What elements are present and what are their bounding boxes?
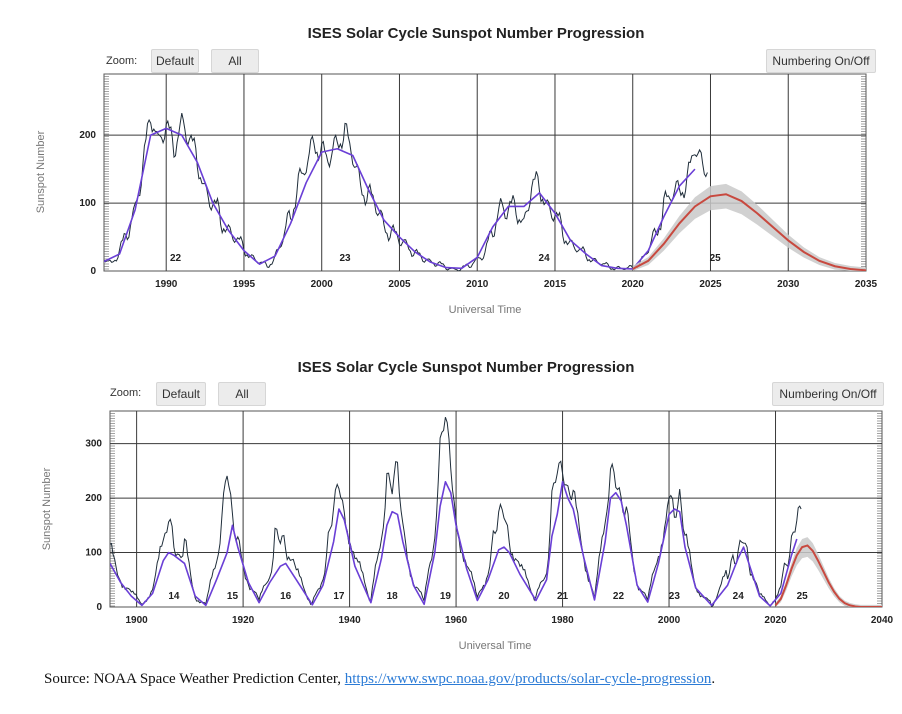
y-tick-label: 200 xyxy=(85,493,102,504)
series-group xyxy=(104,112,866,271)
numbering-toggle-button[interactable]: Numbering On/Off xyxy=(772,382,884,406)
x-tick-label: 2020 xyxy=(764,615,787,626)
x-tick-label: 2010 xyxy=(466,279,489,290)
smoothed-series-line xyxy=(110,480,798,607)
cycle-label: 23 xyxy=(339,253,351,264)
chart-panel-historic: ISES Solar Cycle Sunspot Number Progress… xyxy=(0,345,902,665)
x-tick-label: 1920 xyxy=(232,615,255,626)
cycle-label: 23 xyxy=(669,591,681,602)
y-tick-label: 100 xyxy=(79,198,96,209)
zoom-label: Zoom: xyxy=(106,55,138,67)
cycle-label: 20 xyxy=(498,591,510,602)
y-tick-label: 0 xyxy=(96,602,102,613)
zoom-label: Zoom: xyxy=(110,387,142,399)
x-tick-label: 2005 xyxy=(388,279,411,290)
x-axis-label: Universal Time xyxy=(459,640,532,652)
x-tick-label: 2040 xyxy=(871,615,894,626)
chart-title: ISES Solar Cycle Sunspot Number Progress… xyxy=(307,25,645,42)
predicted-series-line xyxy=(632,193,866,271)
plot-frame xyxy=(109,410,883,608)
x-tick-label: 2015 xyxy=(544,279,567,290)
chart-panel-recent: ISES Solar Cycle Sunspot Number Progress… xyxy=(0,0,902,330)
zoom-default-button[interactable]: Default xyxy=(151,49,199,73)
source-prefix: Source: NOAA Space Weather Prediction Ce… xyxy=(44,671,345,687)
y-tick-label: 0 xyxy=(90,266,96,277)
y-tick-label: 100 xyxy=(85,548,102,559)
series-group xyxy=(110,417,882,607)
x-axis-label: Universal Time xyxy=(449,304,522,316)
sunspot-chart-historic: 1900 1920 1940 1960 1980 2000 2020 204001002003… xyxy=(41,410,894,652)
x-tick-label: 1940 xyxy=(338,615,361,626)
cycle-label: 18 xyxy=(387,591,399,602)
cycle-label: 17 xyxy=(333,591,345,602)
cycle-label: 15 xyxy=(227,591,239,602)
smoothed-series-line xyxy=(104,127,696,270)
x-tick-label: 2035 xyxy=(855,279,878,290)
prediction-band xyxy=(775,537,882,607)
y-tick-label: 300 xyxy=(85,439,102,450)
x-tick-label: 2000 xyxy=(658,615,681,626)
cycle-label: 24 xyxy=(733,591,745,602)
sunspot-chart-recent: 1990 1995 2000 2005 2010 2015 2020 2025 2030 2035… xyxy=(35,73,878,316)
cycle-label: 25 xyxy=(710,253,722,264)
x-tick-label: 1995 xyxy=(233,279,256,290)
cycle-label: 19 xyxy=(440,591,452,602)
predicted-series-line xyxy=(774,544,882,607)
x-tick-label: 2000 xyxy=(311,279,334,290)
monthly-series-line xyxy=(110,417,802,607)
prediction-band xyxy=(632,183,866,271)
plot-frame xyxy=(103,73,867,272)
cycle-label: 24 xyxy=(539,253,551,264)
x-tick-label: 2025 xyxy=(699,279,722,290)
y-axis-label: Sunspot Number xyxy=(41,467,53,550)
source-caption: Source: NOAA Space Weather Prediction Ce… xyxy=(44,671,715,688)
chart-title: ISES Solar Cycle Sunspot Number Progress… xyxy=(297,359,635,376)
x-tick-label: 1960 xyxy=(445,615,468,626)
x-tick-label: 2020 xyxy=(622,279,645,290)
source-suffix: . xyxy=(711,671,716,687)
y-tick-label: 200 xyxy=(79,130,96,141)
cycle-label: 22 xyxy=(170,253,182,264)
edge-ticks xyxy=(104,73,866,270)
cycle-label: 25 xyxy=(797,591,809,602)
cycle-label: 16 xyxy=(280,591,292,602)
cycle-label: 21 xyxy=(557,591,569,602)
y-axis-label: Sunspot Number xyxy=(35,130,47,213)
cycle-label: 14 xyxy=(168,591,180,602)
numbering-toggle-button[interactable]: Numbering On/Off xyxy=(766,49,876,73)
x-tick-label: 1990 xyxy=(155,279,178,290)
cycle-label: 22 xyxy=(613,591,625,602)
x-tick-label: 1900 xyxy=(125,615,148,626)
x-tick-label: 1980 xyxy=(551,615,574,626)
source-link[interactable]: https://www.swpc.noaa.gov/products/solar… xyxy=(344,671,712,687)
x-tick-label: 2030 xyxy=(777,279,800,290)
zoom-all-button[interactable]: All xyxy=(211,49,259,73)
zoom-default-button[interactable]: Default xyxy=(156,382,206,406)
zoom-all-button[interactable]: All xyxy=(218,382,266,406)
